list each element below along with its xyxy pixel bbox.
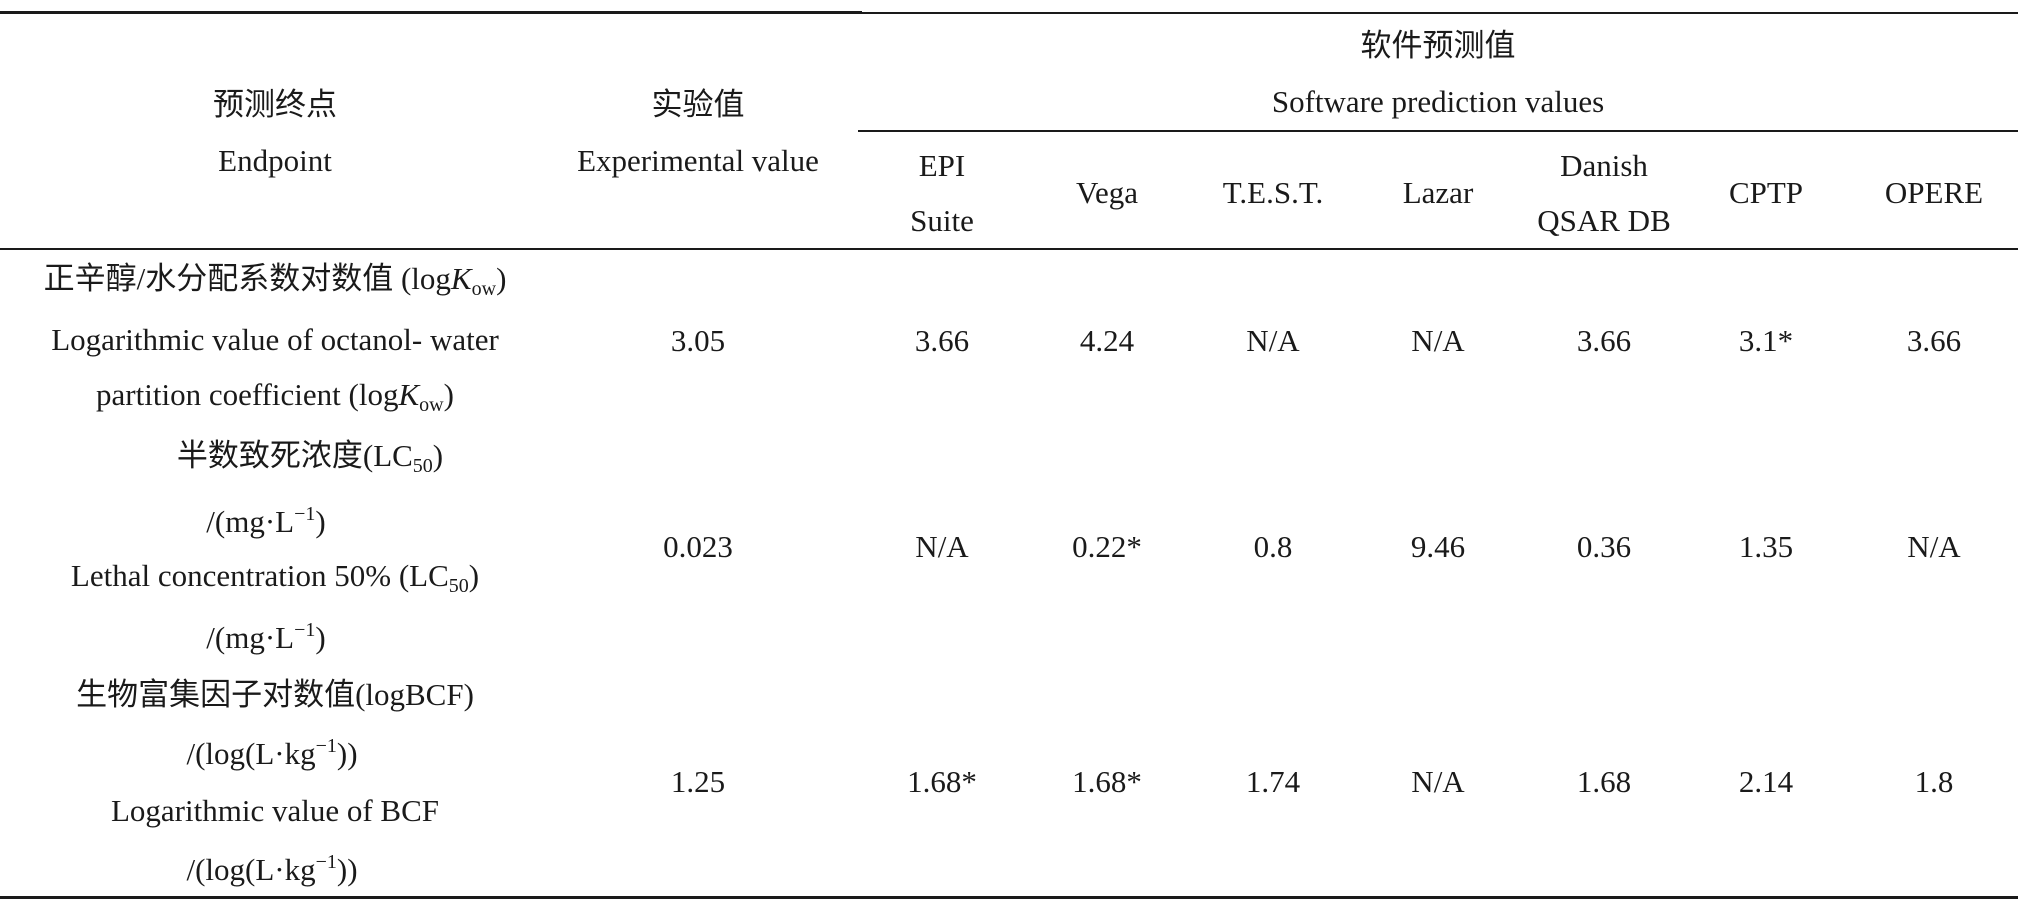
row1-test: N/A (1246, 323, 1300, 358)
row2-opere: N/A (1907, 529, 1961, 564)
row3-experimental: 1.25 (670, 764, 726, 799)
row1-opere: 3.66 (1906, 323, 1962, 358)
top-rule-left (0, 11, 862, 14)
row3-label-unit2: /(log(L·kg−1)) (186, 851, 358, 887)
top-rule-right (862, 12, 2018, 14)
row1-experimental: 3.05 (670, 323, 726, 358)
row2-cptp: 1.35 (1738, 529, 1794, 564)
col-lazar: Lazar (1402, 175, 1474, 210)
col-opere: OPERE (1884, 175, 1984, 210)
header-software-en: Software prediction values (1271, 84, 1605, 119)
header-software-cn: 软件预测值 (1360, 28, 1516, 63)
row2-test: 0.8 (1253, 529, 1293, 564)
header-experimental-cn: 实验值 (651, 87, 745, 122)
row3-label-cn: 生物富集因子对数值(logBCF) (76, 677, 474, 712)
row3-epi-suite: 1.68* (907, 764, 977, 799)
row3-danish: 1.68 (1576, 764, 1632, 799)
header-experimental-en: Experimental value (577, 143, 819, 178)
row2-label-unit2: /(mg·L−1) (206, 619, 326, 655)
header-endpoint-cn: 预测终点 (213, 87, 337, 122)
row1-lazar: N/A (1411, 323, 1465, 358)
col-epi-suite-line1: EPI (918, 148, 966, 183)
col-cptp: CPTP (1728, 175, 1804, 210)
table-bottom-rule (0, 896, 2018, 899)
row1-label-cn: 正辛醇/水分配系数对数值 (logKow) (43, 261, 507, 300)
row3-label-en: Logarithmic value of BCF (110, 793, 440, 828)
row2-label-en: Lethal concentration 50% (LC50) (70, 558, 480, 597)
row2-epi-suite: N/A (915, 529, 969, 564)
header-endpoint-en: Endpoint (218, 143, 332, 178)
row3-label-unit1: /(log(L·kg−1)) (186, 735, 358, 771)
row3-vega: 1.68* (1072, 764, 1142, 799)
row2-danish: 0.36 (1576, 529, 1632, 564)
row2-label-unit1: /(mg·L−1) (206, 503, 326, 539)
row2-vega: 0.22* (1072, 529, 1142, 564)
col-danish-line1: Danish (1560, 148, 1648, 183)
row1-cptp: 3.1* (1738, 323, 1794, 358)
row3-cptp: 2.14 (1738, 764, 1794, 799)
row2-label-cn: 半数致死浓度(LC50) (176, 438, 444, 477)
row1-danish: 3.66 (1576, 323, 1632, 358)
row2-lazar: 9.46 (1410, 529, 1466, 564)
software-group-rule (858, 130, 2018, 132)
row3-opere: 1.8 (1914, 764, 1954, 799)
row2-experimental: 0.023 (663, 529, 733, 564)
row3-lazar: N/A (1411, 764, 1465, 799)
col-danish-line2: QSAR DB (1537, 203, 1671, 238)
row1-label-en2: partition coefficient (logKow) (96, 377, 454, 416)
col-test: T.E.S.T. (1222, 175, 1324, 210)
row3-test: 1.74 (1245, 764, 1301, 799)
row1-label-en1: Logarithmic value of octanol- water (51, 322, 499, 357)
col-vega: Vega (1076, 175, 1138, 210)
header-bottom-rule (0, 248, 2018, 250)
row1-vega: 4.24 (1079, 323, 1135, 358)
col-epi-suite-line2: Suite (910, 203, 974, 238)
row1-epi-suite: 3.66 (914, 323, 970, 358)
